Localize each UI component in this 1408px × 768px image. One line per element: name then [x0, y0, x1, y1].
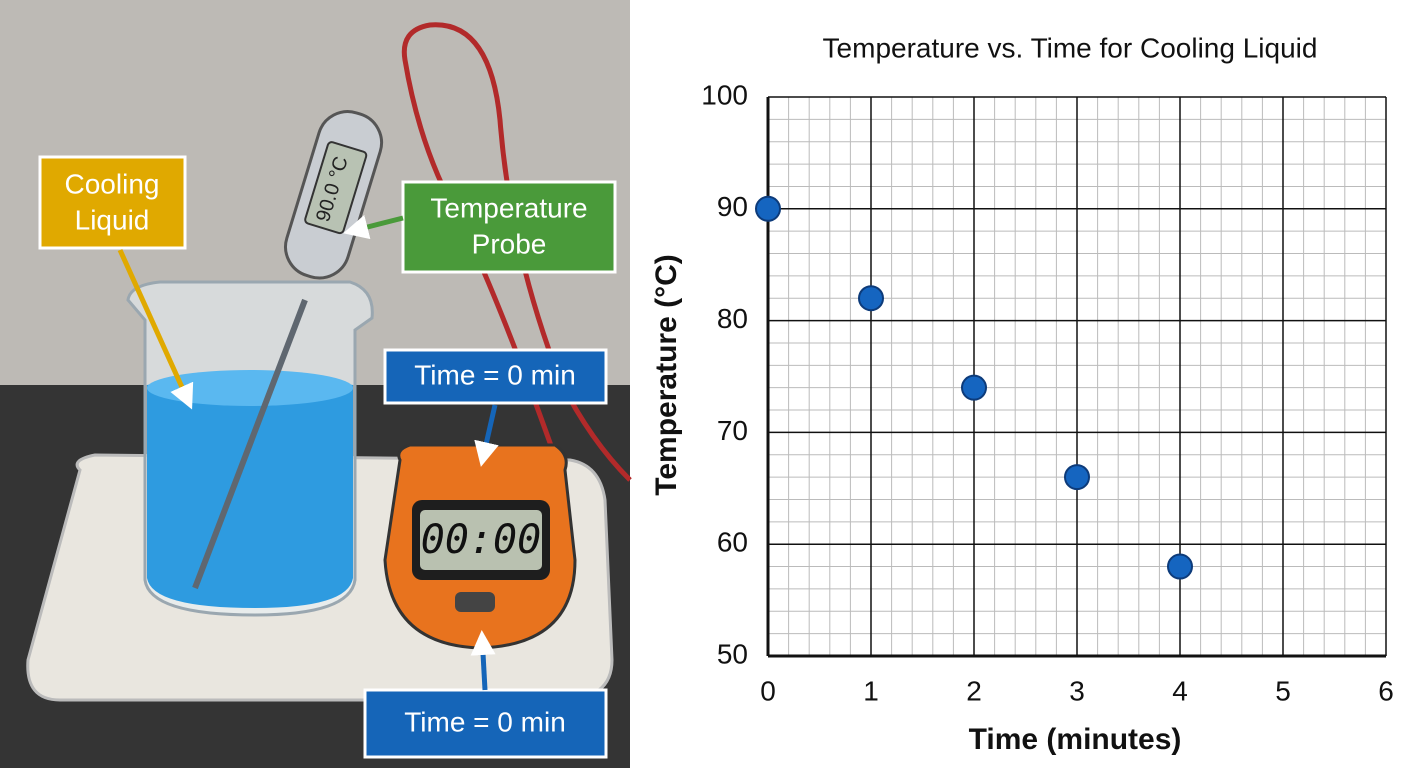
y-tick-label: 100 [701, 79, 748, 110]
probe-label: Probe [472, 228, 547, 259]
arrow [343, 214, 404, 240]
timer-label: Time = 0 min [404, 706, 566, 737]
probe-label-box [401, 180, 617, 274]
stopwatch-screen [420, 510, 542, 570]
arrow [117, 248, 194, 410]
liquid [147, 375, 353, 608]
stopwatch-display: 00:00 [421, 517, 541, 563]
y-tick-label: 80 [717, 303, 748, 334]
liquid-label-box [38, 155, 187, 250]
x-tick-label: 1 [863, 675, 879, 706]
timer-label-box [363, 688, 608, 759]
x-tick-label: 0 [760, 675, 776, 706]
chart: Temperature vs. Time for Cooling Liquid … [650, 32, 1394, 756]
arrow [474, 404, 499, 467]
timer-label-box [383, 348, 608, 405]
liquid-label: Liquid [75, 204, 150, 235]
stopwatch-button [455, 592, 495, 612]
y-tick-label: 60 [717, 527, 748, 558]
x-tick-label: 6 [1378, 675, 1394, 706]
probe: 90.0 °C [284, 110, 384, 280]
y-tick-label: 90 [717, 191, 748, 222]
point [858, 285, 884, 312]
chart-title: Temperature vs. Time for Cooling Liquid [823, 32, 1318, 63]
timer-label: Time = 0 min [414, 359, 576, 390]
liquid-label: Cooling [65, 168, 160, 199]
point [1064, 464, 1090, 491]
y-tick-label: 50 [717, 638, 748, 669]
x-tick-label: 2 [966, 675, 982, 706]
point [755, 195, 781, 222]
point [1167, 553, 1193, 580]
x-axis-label: Time (minutes) [969, 723, 1182, 756]
probe-label: Temperature [430, 192, 587, 223]
x-tick-label: 3 [1069, 675, 1085, 706]
x-tick-label: 5 [1275, 675, 1291, 706]
liquid-surface [147, 370, 353, 406]
point [961, 374, 987, 401]
x-tick-label: 4 [1172, 675, 1188, 706]
y-axis-label: Temperature (°C) [650, 254, 683, 495]
probe-rod [192, 298, 308, 590]
illustration: 90.0 °C 00:00 Cooling Liquid Temperature… [0, 0, 632, 768]
probe-screen [304, 141, 368, 235]
y-tick-label: 70 [717, 415, 748, 446]
arrow [470, 630, 496, 691]
